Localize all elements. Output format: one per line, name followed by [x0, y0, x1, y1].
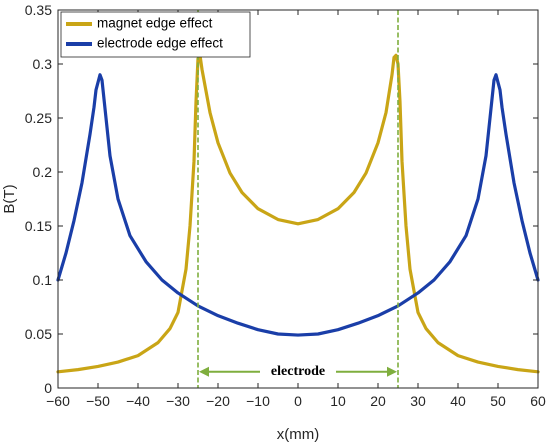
annotation-label-background	[260, 362, 336, 381]
annotation: electrode	[199, 362, 397, 381]
y-tick-label: 0.3	[33, 56, 53, 72]
y-tick-label: 0.35	[25, 2, 52, 18]
x-tick-label: 0	[294, 393, 302, 409]
x-tick-label: 50	[490, 393, 506, 409]
series-layer	[56, 53, 540, 374]
x-tick-label: 60	[530, 393, 546, 409]
y-tick-label: 0.2	[33, 164, 53, 180]
x-tick-label: −30	[166, 393, 190, 409]
reference-lines	[197, 10, 399, 388]
x-tick-label: −20	[206, 393, 230, 409]
legend-box	[60, 11, 251, 58]
x-tick-label: −10	[246, 393, 270, 409]
legend-label-magnet: magnet edge effect	[97, 16, 213, 31]
y-tick-label: 0.15	[25, 218, 52, 234]
x-tick-label: 30	[410, 393, 426, 409]
x-tick-label: 10	[330, 393, 346, 409]
x-tick-label: 40	[450, 393, 466, 409]
arrowhead-right	[387, 366, 397, 377]
x-tick-label: 20	[370, 393, 386, 409]
y-tick-label: 0.1	[33, 272, 53, 288]
y-tick-label: 0	[44, 380, 52, 396]
arrowhead-left	[199, 366, 209, 377]
series-line-1	[56, 73, 540, 337]
annotation-label: electrode	[271, 364, 325, 379]
x-tick-label: −50	[86, 393, 110, 409]
y-tick-label: 0.05	[25, 326, 52, 342]
y-tick-label: 0.25	[25, 110, 52, 126]
x-tick-label: −60	[46, 393, 70, 409]
legend: magnet edge effect electrode edge effect	[60, 11, 251, 58]
ticks: −60 −50 −40 −30 −20 −10 0 10 20 30 40 50 60 0 0.05 0.1 0…	[25, 2, 546, 409]
x-axis-label: x(mm)	[277, 426, 319, 443]
series-line-0	[56, 53, 540, 374]
x-tick-label: −40	[126, 393, 150, 409]
legend-label-electrode: electrode edge effect	[97, 36, 223, 51]
y-axis-label: B(T)	[1, 184, 18, 213]
